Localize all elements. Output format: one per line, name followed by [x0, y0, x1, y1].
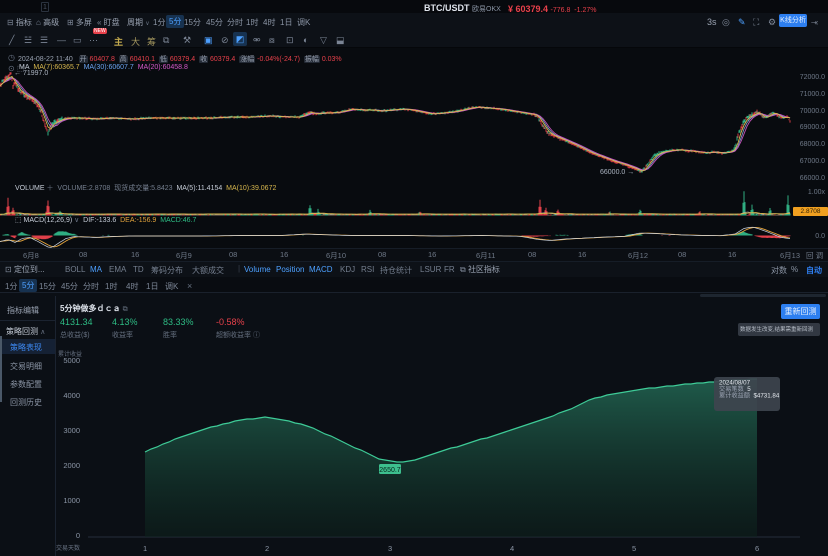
svg-text:2650.7: 2650.7	[379, 467, 401, 474]
